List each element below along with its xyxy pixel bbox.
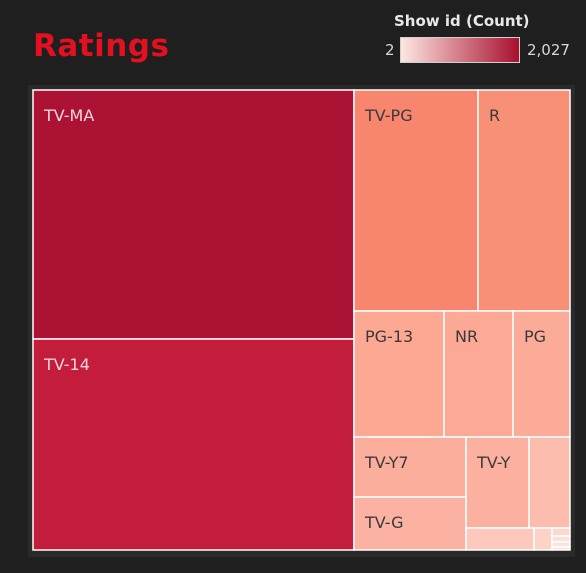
treemap-cell-small-11[interactable]: [465, 527, 535, 551]
treemap-label-tv-g: TV-G: [364, 513, 404, 532]
treemap-cell-r[interactable]: [477, 89, 571, 312]
treemap-svg: TV-MA TV-14 TV-PG R PG-13 NR PG TV-Y7 TV-Y TV-G: [32, 89, 571, 551]
treemap-cell-tv-pg[interactable]: [353, 89, 479, 312]
treemap-label-tv-pg: TV-PG: [364, 106, 413, 125]
treemap-cell-small-13[interactable]: [551, 527, 571, 537]
treemap-cell-tv-14[interactable]: [32, 338, 355, 551]
treemap-cell-tv-g[interactable]: [353, 496, 467, 551]
chart-title: Ratings: [33, 28, 170, 64]
treemap-label-tv-y7: TV-Y7: [364, 453, 409, 472]
treemap-cell-small-12[interactable]: [533, 527, 553, 551]
treemap-label-nr: NR: [455, 327, 478, 346]
treemap-cell-tv-y[interactable]: [465, 436, 530, 529]
treemap-label-r: R: [489, 106, 500, 125]
legend-title: Show id (Count): [394, 12, 530, 30]
treemap-label-pg: PG: [524, 327, 546, 346]
treemap-cell-pg[interactable]: [512, 310, 571, 438]
treemap-label-tv-ma: TV-MA: [43, 106, 94, 125]
treemap-plot-area: TV-MA TV-14 TV-PG R PG-13 NR PG TV-Y7 TV-Y TV-G: [28, 85, 575, 557]
treemap-cell-small-16[interactable]: [551, 546, 571, 551]
treemap-label-tv-14: TV-14: [43, 355, 90, 374]
treemap-cell-pg-13[interactable]: [353, 310, 445, 438]
legend-min-label: 2: [385, 41, 395, 59]
legend-max-label: 2,027: [527, 41, 570, 59]
treemap-cell-small-14[interactable]: [551, 535, 571, 543]
treemap-cell-small-10[interactable]: [528, 436, 571, 529]
color-legend-gradient: [400, 37, 520, 63]
treemap-cell-tv-ma[interactable]: [32, 89, 355, 340]
treemap-label-tv-y: TV-Y: [476, 453, 511, 472]
treemap-label-pg-13: PG-13: [365, 327, 413, 346]
